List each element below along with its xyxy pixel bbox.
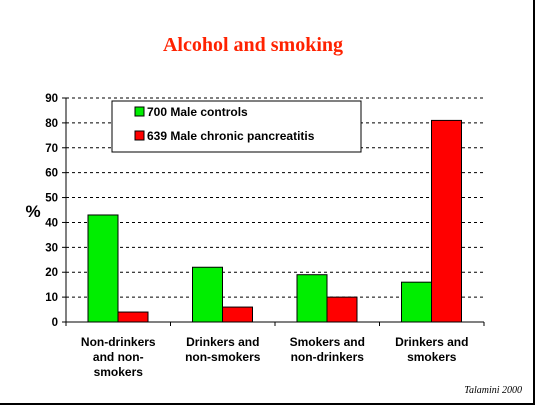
source-credit: Talamini 2000 <box>464 385 522 396</box>
chart-title: Alcohol and smoking <box>163 34 343 56</box>
legend: 700 Male controls 639 Male chronic pancre… <box>111 100 362 153</box>
bar-pancreatitis <box>326 296 358 323</box>
y-tick-label: 10 <box>45 292 58 304</box>
x-category-label: Non-drinkers and non-smokers <box>81 335 156 379</box>
bar-controls <box>401 281 432 323</box>
y-tick-labels: 0 10 20 30 40 50 60 70 80 90 <box>45 93 58 329</box>
y-tick-label: 30 <box>45 242 58 254</box>
bar-controls <box>192 266 223 323</box>
bar-controls <box>87 214 119 323</box>
bars <box>87 119 462 323</box>
y-tick-label: 40 <box>45 217 58 229</box>
y-tick-label: 60 <box>45 168 58 180</box>
x-category-label: Smokers and non-drinkers <box>290 335 365 364</box>
axes <box>62 97 485 326</box>
bar-pancreatitis <box>222 306 253 323</box>
y-tick-label: 90 <box>45 93 58 105</box>
bar-controls <box>296 274 328 323</box>
bar-pancreatitis <box>431 119 462 323</box>
legend-label: 639 Male chronic pancreatitis <box>147 129 315 143</box>
y-tick-label: 80 <box>45 118 58 130</box>
bar-pancreatitis <box>117 311 149 323</box>
x-category-label: Drinkers and smokers <box>395 335 468 364</box>
y-tick-label: 70 <box>45 143 58 155</box>
legend-swatch <box>134 130 145 141</box>
y-tick-label: 50 <box>45 193 58 205</box>
legend-label: 700 Male controls <box>147 105 248 119</box>
legend-box <box>111 100 362 153</box>
y-tick-label: 0 <box>52 317 58 329</box>
x-category-labels: Non-drinkers and non-smokers Drinkers and n… <box>81 335 469 379</box>
y-tick-label: 20 <box>45 267 58 279</box>
x-category-label: Drinkers and non-smokers <box>185 335 261 364</box>
y-axis-label: % <box>25 202 40 221</box>
legend-swatch <box>134 106 145 117</box>
